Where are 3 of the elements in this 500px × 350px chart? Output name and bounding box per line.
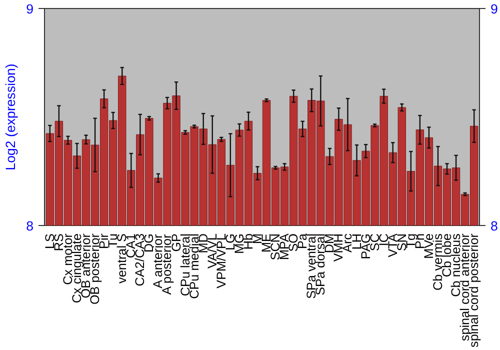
y2-tick-label: 8 <box>490 218 498 234</box>
y-axis-title: Log2 (expression) <box>3 64 18 170</box>
y2-tick-label: 9 <box>490 2 498 16</box>
